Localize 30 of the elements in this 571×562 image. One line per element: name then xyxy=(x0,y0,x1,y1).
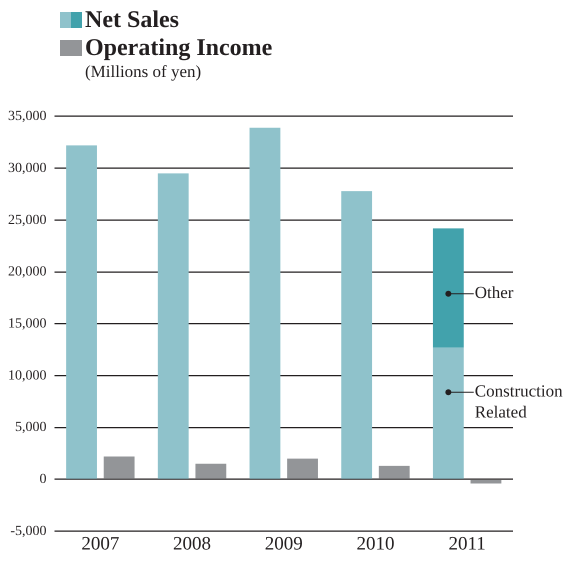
annotation: Other xyxy=(474,283,514,302)
y-tick-label: 35,000 xyxy=(8,109,46,124)
y-tick-label: 20,000 xyxy=(8,264,46,280)
legend-label: Operating Income xyxy=(85,34,272,62)
bar xyxy=(432,228,464,348)
y-tick-label: 30,000 xyxy=(8,160,46,176)
bar xyxy=(378,466,410,479)
y-tick-label: 10,000 xyxy=(8,368,46,384)
bar xyxy=(104,456,135,479)
x-tick-label: 2009 xyxy=(264,534,303,555)
bar xyxy=(158,173,189,479)
bar xyxy=(66,145,97,479)
y-tick-label: 0 xyxy=(40,472,46,488)
legend-label: Net Sales xyxy=(85,6,179,34)
bar xyxy=(287,458,318,479)
bar xyxy=(195,464,226,479)
bar xyxy=(250,128,280,479)
x-tick-label: 2011 xyxy=(448,534,486,555)
chart-subtitle: (Millions of yen) xyxy=(85,62,202,82)
y-tick-label: 15,000 xyxy=(8,316,46,332)
x-tick-label: 2008 xyxy=(173,534,212,555)
bar xyxy=(470,480,502,484)
x-tick-label: 2007 xyxy=(81,534,120,555)
y-tick-label: -5,000 xyxy=(10,524,46,539)
annotation: Construction Related xyxy=(474,382,564,422)
x-tick-label: 2010 xyxy=(356,534,394,555)
bar xyxy=(341,191,372,479)
bar xyxy=(432,348,464,479)
y-tick-label: 5,000 xyxy=(15,420,46,436)
y-tick-label: 25,000 xyxy=(8,212,46,228)
